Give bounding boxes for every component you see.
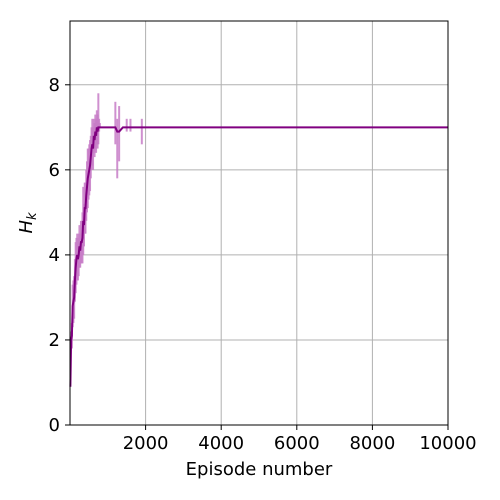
y-tick-label: 2: [49, 330, 60, 351]
y-tick-label: 4: [49, 245, 60, 266]
x-tick-label: 10000: [419, 433, 476, 454]
x-tick-label: 6000: [274, 433, 320, 454]
y-axis-label: Hk: [16, 212, 40, 234]
y-tick-label: 0: [49, 415, 60, 436]
y-axis-label-subscript: k: [25, 212, 40, 220]
grid-lines: [70, 21, 449, 426]
x-axis-label: Episode number: [186, 459, 333, 480]
y-tick-label: 8: [49, 75, 60, 96]
x-tick-label: 4000: [198, 433, 244, 454]
axis-ticks: [65, 84, 449, 430]
error-bars: [70, 93, 143, 349]
y-axis-label-base: H: [16, 220, 37, 234]
plot-frame: [69, 20, 449, 426]
x-tick-label: 2000: [123, 433, 169, 454]
series-lines: [69, 126, 448, 387]
x-tick-labels: 2000 4000 6000 8000 10000: [123, 433, 477, 454]
y-tick-labels: 0 2 4 6 8: [49, 75, 60, 436]
series-line: [69, 126, 448, 387]
x-tick-label: 8000: [349, 433, 395, 454]
y-tick-label: 6: [49, 160, 60, 181]
